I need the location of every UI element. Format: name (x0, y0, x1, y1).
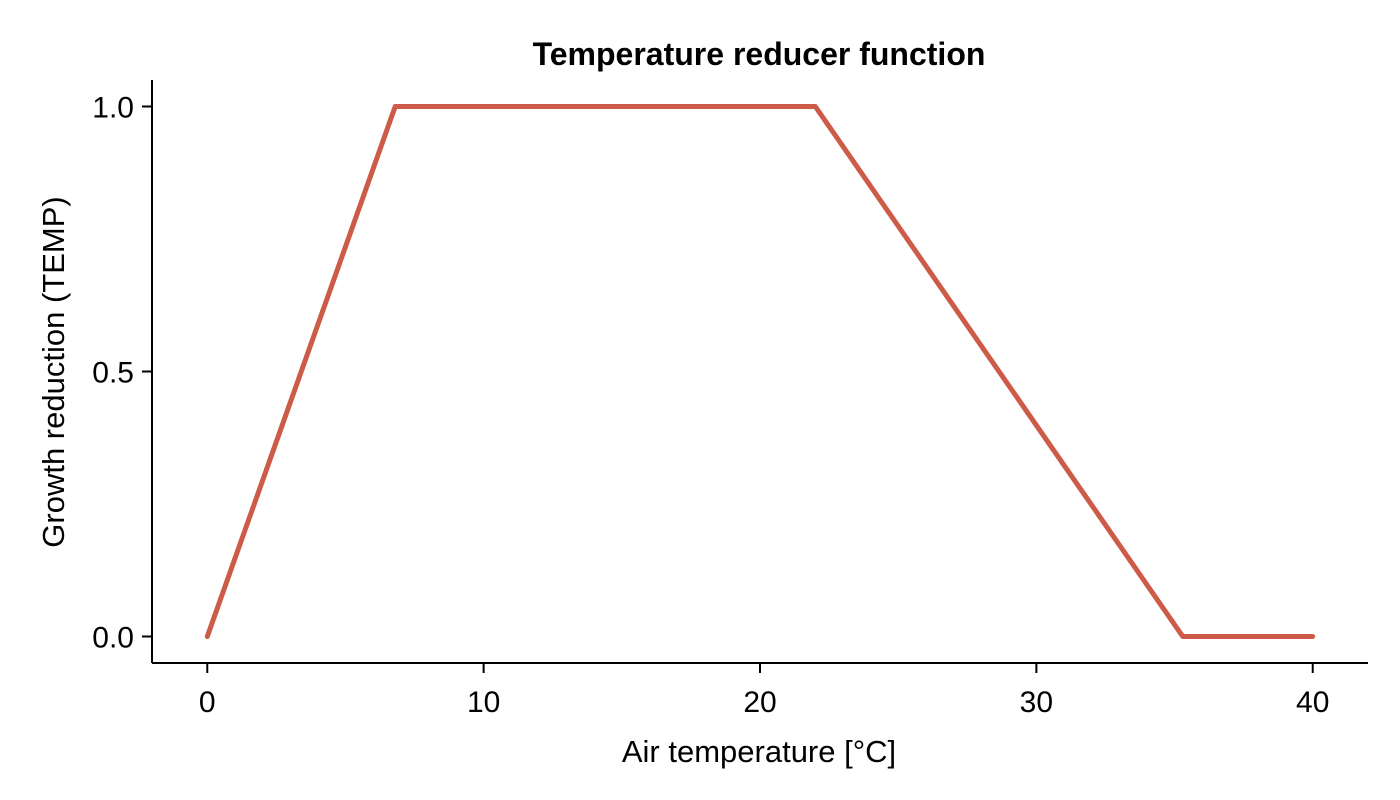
plot-area: 0 10 20 30 40 0.0 0.5 1.0 (92, 80, 1368, 719)
series-group (204, 104, 1316, 639)
x-tick-label: 0 (199, 686, 216, 719)
x-ticks: 0 10 20 30 40 (199, 663, 1329, 719)
chart-title: Temperature reducer function (533, 36, 986, 72)
x-axis-label: Air temperature [°C] (622, 734, 896, 769)
x-tick-label: 20 (743, 686, 776, 719)
x-tick-label: 10 (467, 686, 500, 719)
y-tick-label: 0.5 (92, 357, 134, 390)
series-line-0 (204, 104, 1316, 639)
y-ticks: 0.0 0.5 1.0 (92, 92, 152, 655)
y-tick-label: 0.0 (92, 622, 134, 655)
x-tick-label: 40 (1296, 686, 1329, 719)
y-axis-label: Growth reduction (TEMP) (36, 196, 71, 547)
x-tick-label: 30 (1020, 686, 1053, 719)
y-tick-label: 1.0 (92, 92, 134, 125)
